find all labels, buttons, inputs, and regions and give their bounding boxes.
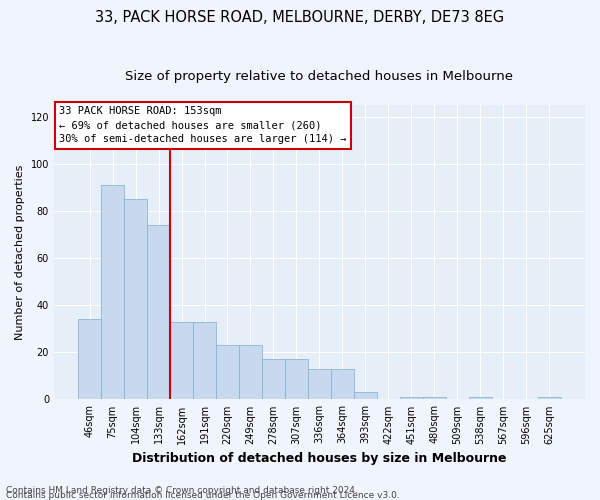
Text: Contains public sector information licensed under the Open Government Licence v3: Contains public sector information licen… (6, 491, 400, 500)
Text: Contains HM Land Registry data © Crown copyright and database right 2024.: Contains HM Land Registry data © Crown c… (6, 486, 358, 495)
Bar (285, 360, 308, 400)
Bar (469, 397, 492, 400)
Bar (354, 392, 377, 400)
Bar (331, 369, 354, 400)
Bar (400, 397, 423, 400)
Bar (423, 397, 446, 400)
Bar (147, 225, 170, 400)
Text: 33 PACK HORSE ROAD: 153sqm
← 69% of detached houses are smaller (260)
30% of sem: 33 PACK HORSE ROAD: 153sqm ← 69% of deta… (59, 106, 347, 144)
Title: Size of property relative to detached houses in Melbourne: Size of property relative to detached ho… (125, 70, 514, 83)
Text: 33, PACK HORSE ROAD, MELBOURNE, DERBY, DE73 8EG: 33, PACK HORSE ROAD, MELBOURNE, DERBY, D… (95, 10, 505, 25)
Bar (78, 320, 101, 400)
Bar (308, 369, 331, 400)
Y-axis label: Number of detached properties: Number of detached properties (15, 164, 25, 340)
Bar (216, 346, 239, 400)
X-axis label: Distribution of detached houses by size in Melbourne: Distribution of detached houses by size … (132, 452, 507, 465)
Bar (538, 397, 561, 400)
Bar (124, 199, 147, 400)
Bar (170, 322, 193, 400)
Bar (262, 360, 285, 400)
Bar (101, 185, 124, 400)
Bar (193, 322, 216, 400)
Bar (239, 346, 262, 400)
